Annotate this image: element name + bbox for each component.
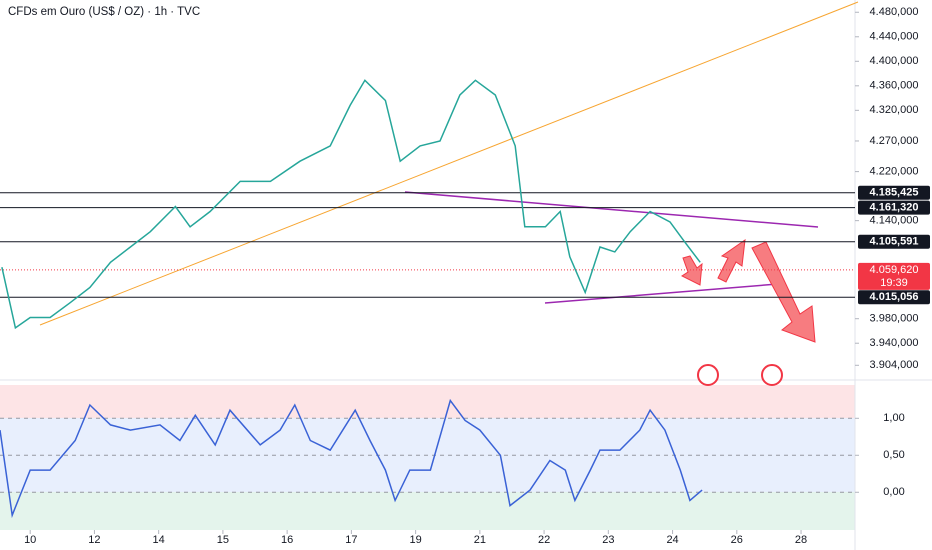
level-label: 4.185,425 [870, 187, 919, 199]
y-tick-label: 0,50 [883, 449, 904, 461]
y-tick-label: 3.904,000 [870, 359, 919, 371]
arrow-down [751, 241, 816, 343]
level-label: 4.105,591 [870, 236, 919, 248]
y-tick-label: 3.980,000 [870, 313, 919, 325]
level-label: 4.161,320 [870, 201, 919, 213]
level-label: 4.015,056 [870, 291, 919, 303]
x-tick-label: 10 [24, 534, 36, 546]
arrow-down [681, 255, 703, 286]
x-tick-label: 28 [795, 534, 807, 546]
x-tick-label: 24 [666, 534, 678, 546]
series-line [1, 79, 701, 330]
y-tick-label: 4.220,000 [870, 166, 919, 178]
y-tick-label: 3.940,000 [870, 337, 919, 349]
x-tick-label: 26 [731, 534, 743, 546]
y-tick-label: 1,00 [883, 412, 904, 424]
chart-title: CFDs em Ouro (US$ / OZ) · 1h · TVC [8, 6, 200, 18]
x-tick-label: 12 [88, 534, 100, 546]
x-tick-label: 22 [538, 534, 550, 546]
x-tick-label: 19 [409, 534, 421, 546]
countdown-label: 19:39 [880, 277, 908, 289]
oversold-zone [0, 492, 855, 530]
trend-line [404, 191, 819, 228]
overbought-zone [0, 385, 855, 418]
y-tick-label: 4.360,000 [870, 80, 919, 92]
series-line [0, 398, 703, 519]
x-tick-label: 21 [474, 534, 486, 546]
x-tick-label: 14 [153, 534, 165, 546]
y-tick-label: 4.480,000 [870, 6, 919, 18]
y-tick-label: 4.270,000 [870, 135, 919, 147]
event-icon[interactable] [761, 364, 783, 386]
y-tick-label: 4.440,000 [870, 31, 919, 43]
current-price-label: 4.059,620 [870, 264, 919, 276]
y-tick-label: 4.140,000 [870, 215, 919, 227]
level-tag [858, 290, 930, 305]
x-tick-label: 23 [602, 534, 614, 546]
y-tick-label: 0,00 [883, 486, 904, 498]
level-tag [858, 200, 930, 215]
trend-line [544, 283, 779, 304]
x-tick-label: 17 [345, 534, 357, 546]
x-tick-label: 16 [281, 534, 293, 546]
x-tick-label: 15 [217, 534, 229, 546]
level-tag [858, 234, 930, 249]
current-price-tag [858, 262, 930, 290]
level-tag [858, 185, 930, 200]
y-tick-label: 4.400,000 [870, 55, 919, 67]
arrow-up [717, 238, 746, 283]
y-tick-label: 4.320,000 [870, 104, 919, 116]
trend-line [39, 1, 859, 326]
event-icon[interactable] [697, 364, 719, 386]
